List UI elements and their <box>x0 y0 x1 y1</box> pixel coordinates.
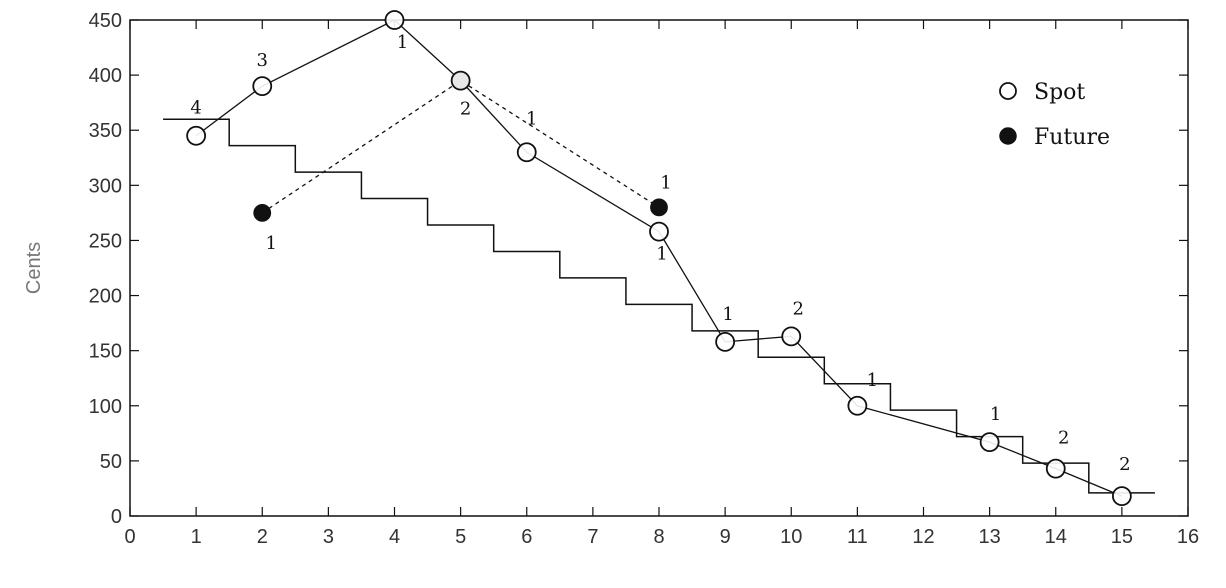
point-spot <box>1111 486 1132 507</box>
point-count-label: 1 <box>660 172 671 193</box>
legend-spot-label: Spot <box>1034 80 1085 105</box>
series-line-future <box>261 79 660 214</box>
x-tick-label: 11 <box>847 526 868 548</box>
x-tick-label: 7 <box>587 526 598 548</box>
point-spot <box>649 221 669 242</box>
point-spot <box>450 70 471 91</box>
point-count-label: 1 <box>990 404 1001 425</box>
point-spot <box>847 395 868 416</box>
x-tick-label: 13 <box>979 526 1001 548</box>
point-count-label: 1 <box>397 32 408 53</box>
x-tick-label: 16 <box>1177 526 1199 548</box>
x-tick-label: 3 <box>323 526 334 548</box>
legend-future-label: Future <box>1034 125 1110 150</box>
y-tick-label: 350 <box>89 120 122 142</box>
x-tick-label: 15 <box>1111 526 1133 548</box>
x-axis-tick-labels: 0 1 2 3 4 5 6 7 8 9 10 11 12 13 14 15 16 <box>124 526 1199 548</box>
x-tick-label: 0 <box>124 526 135 548</box>
y-axis-label: Cents <box>23 242 45 294</box>
point-count-label: 3 <box>257 50 268 71</box>
y-tick-label: 200 <box>89 286 122 308</box>
x-tick-label: 14 <box>1045 526 1067 548</box>
point-spot <box>1045 458 1066 479</box>
legend: Spot Future <box>999 80 1110 150</box>
x-tick-label: 4 <box>389 526 400 548</box>
legend-future-marker <box>999 127 1017 145</box>
x-tick-label: 5 <box>455 526 466 548</box>
y-tick-label: 450 <box>89 10 122 32</box>
point-spot <box>186 125 207 146</box>
point-count-label: 2 <box>460 99 471 120</box>
y-tick-label: 50 <box>100 451 122 473</box>
point-spot <box>516 142 537 163</box>
y-tick-label: 150 <box>89 341 122 363</box>
point-count-label: 2 <box>1119 454 1130 475</box>
y-tick-label: 100 <box>89 396 122 418</box>
point-spot <box>979 432 1000 453</box>
point-spot <box>384 10 405 30</box>
x-tick-label: 12 <box>912 526 934 548</box>
x-tick-label: 6 <box>521 526 532 548</box>
point-count-label: 2 <box>1058 428 1069 449</box>
point-count-label: 4 <box>190 98 201 119</box>
point-spot <box>252 76 273 97</box>
x-tick-label: 2 <box>257 526 268 548</box>
step-line-layer <box>163 118 1155 494</box>
y-tick-label: 0 <box>111 506 122 528</box>
y-tick-label: 250 <box>89 230 122 252</box>
point-count-label: 1 <box>867 370 878 391</box>
point-spot <box>781 326 802 347</box>
point-count-label: 1 <box>656 244 667 265</box>
legend-spot-marker <box>999 82 1017 100</box>
x-tick-label: 9 <box>720 526 731 548</box>
y-axis-tick-labels: 0 50 100 150 200 250 300 350 400 450 <box>89 10 122 528</box>
point-count-label: 2 <box>793 298 804 319</box>
point-future <box>650 198 668 217</box>
point-future <box>253 203 272 222</box>
point-count-labels: 4 3 1 2 1 1 1 2 1 1 2 2 1 1 <box>190 32 1130 475</box>
y-tick-label: 400 <box>89 65 122 87</box>
point-count-label: 1 <box>526 108 537 129</box>
step-line <box>163 118 1155 494</box>
x-axis-ticks <box>129 20 1189 516</box>
series-line-spot <box>195 19 1123 497</box>
x-tick-label: 10 <box>780 526 802 548</box>
x-tick-label: 1 <box>191 526 202 548</box>
point-count-label: 1 <box>266 233 277 254</box>
x-tick-label: 8 <box>653 526 664 548</box>
series-lines-layer <box>195 19 1123 497</box>
point-count-label: 1 <box>722 304 733 325</box>
plot-frame <box>129 19 1189 517</box>
y-tick-label: 300 <box>89 175 122 197</box>
point-spot <box>715 331 736 352</box>
series-points-layer <box>186 10 1132 507</box>
y-axis-ticks <box>130 19 1188 517</box>
